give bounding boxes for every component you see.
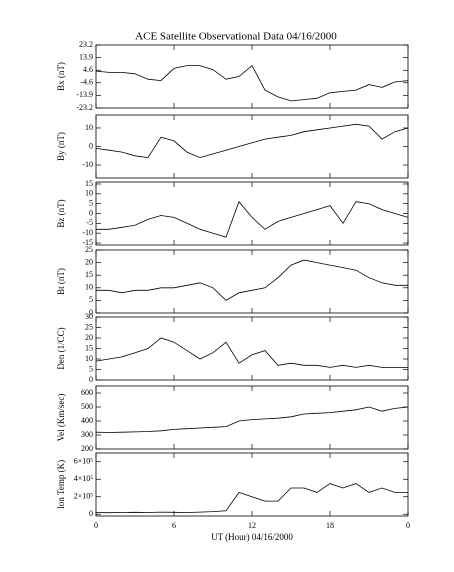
y-tick-label: 200 xyxy=(81,444,93,453)
y-axis-label: Bt (nT) xyxy=(56,268,66,295)
y-tick-label: 0 xyxy=(89,509,93,518)
x-tick-label: 0 xyxy=(94,521,98,530)
y-axis-label: By (nT) xyxy=(56,132,66,161)
y-tick-label: 4.6 xyxy=(83,65,93,74)
data-line xyxy=(95,64,409,102)
panel-frame xyxy=(95,385,409,450)
y-tick-label: 2×10⁵ xyxy=(74,492,94,501)
y-tick-label: 15 xyxy=(85,343,93,352)
data-line xyxy=(95,337,408,368)
y-tick-label: 30 xyxy=(85,312,93,321)
y-tick-label: 4×10⁵ xyxy=(74,474,94,483)
y-axis-label: Den (1/CC) xyxy=(56,327,66,369)
x-tick-label: 0 xyxy=(406,521,410,530)
y-tick-label: 0 xyxy=(89,141,93,150)
y-tick-label: 5 xyxy=(89,295,93,304)
y-tick-label: -4.6 xyxy=(80,78,93,87)
y-tick-label: 20 xyxy=(85,333,93,342)
y-tick-label: 6×10⁵ xyxy=(74,457,94,466)
y-tick-label: -15 xyxy=(82,238,93,247)
x-tick-label: 18 xyxy=(326,521,334,530)
chart-title: ACE Satellite Observational Data 04/16/2… xyxy=(135,31,337,43)
y-tick-label: -10 xyxy=(82,160,93,169)
y-tick-label: 23.2 xyxy=(79,40,93,49)
y-tick-label: -23.2 xyxy=(76,103,93,112)
y-tick-label: 400 xyxy=(81,416,93,425)
y-tick-label: 0 xyxy=(89,308,93,317)
y-tick-label: 5 xyxy=(89,198,93,207)
data-line xyxy=(96,200,409,238)
y-tick-label: 5 xyxy=(89,364,93,373)
x-tick-label: 12 xyxy=(248,521,256,530)
y-tick-label: 15 xyxy=(85,270,93,279)
data-line xyxy=(95,483,408,514)
y-tick-label: 10 xyxy=(85,189,93,198)
panel-frame xyxy=(95,249,409,314)
panel-frame xyxy=(95,44,409,109)
y-tick-label: 20 xyxy=(85,257,93,266)
data-line xyxy=(95,406,409,433)
y-tick-label: 300 xyxy=(81,430,93,439)
y-tick-label: 600 xyxy=(81,388,93,397)
y-tick-label: 500 xyxy=(81,402,93,411)
y-tick-label: 15 xyxy=(85,179,93,188)
x-tick-label: 6 xyxy=(172,521,176,530)
panel-frame xyxy=(95,181,409,246)
panel-frame xyxy=(95,452,409,517)
y-axis-label: Bz (nT) xyxy=(56,199,66,227)
panel-frame xyxy=(95,316,409,381)
y-tick-label: 10 xyxy=(85,123,93,132)
panel-frame xyxy=(95,114,409,179)
y-tick-label: 0 xyxy=(89,375,93,384)
data-line xyxy=(96,259,408,301)
y-axis-label: Ion Temp (K) xyxy=(56,460,66,509)
y-tick-label: 10 xyxy=(85,354,93,363)
y-tick-label: -10 xyxy=(82,228,93,237)
y-tick-label: 0 xyxy=(89,208,93,217)
x-axis-label: UT (Hour) 04/16/2000 xyxy=(211,532,293,542)
data-line xyxy=(95,123,409,159)
y-tick-label: 13.9 xyxy=(79,52,93,61)
y-axis-label: Vel (Km/sec) xyxy=(56,394,66,442)
y-tick-label: 25 xyxy=(85,245,93,254)
y-tick-label: -13.9 xyxy=(76,90,93,99)
y-axis-label: Bx (nT) xyxy=(56,62,66,91)
y-tick-label: 10 xyxy=(85,283,93,292)
y-tick-label: -5 xyxy=(86,218,93,227)
y-tick-label: 25 xyxy=(85,322,93,331)
